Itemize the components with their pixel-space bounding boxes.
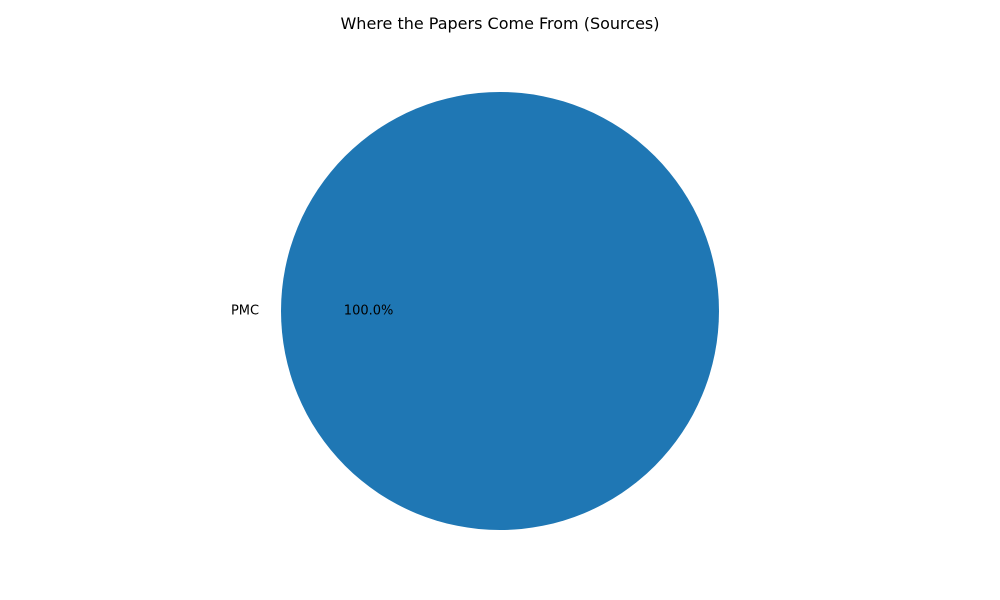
slice-percent-pmc: 100.0% [344, 304, 394, 319]
chart-title: Where the Papers Come From (Sources) [340, 14, 659, 33]
slice-label-pmc: PMC [231, 304, 259, 319]
pie-slice-pmc [281, 92, 719, 530]
pie-slices [281, 92, 719, 530]
pie-labels: PMC 100.0% [231, 304, 393, 319]
